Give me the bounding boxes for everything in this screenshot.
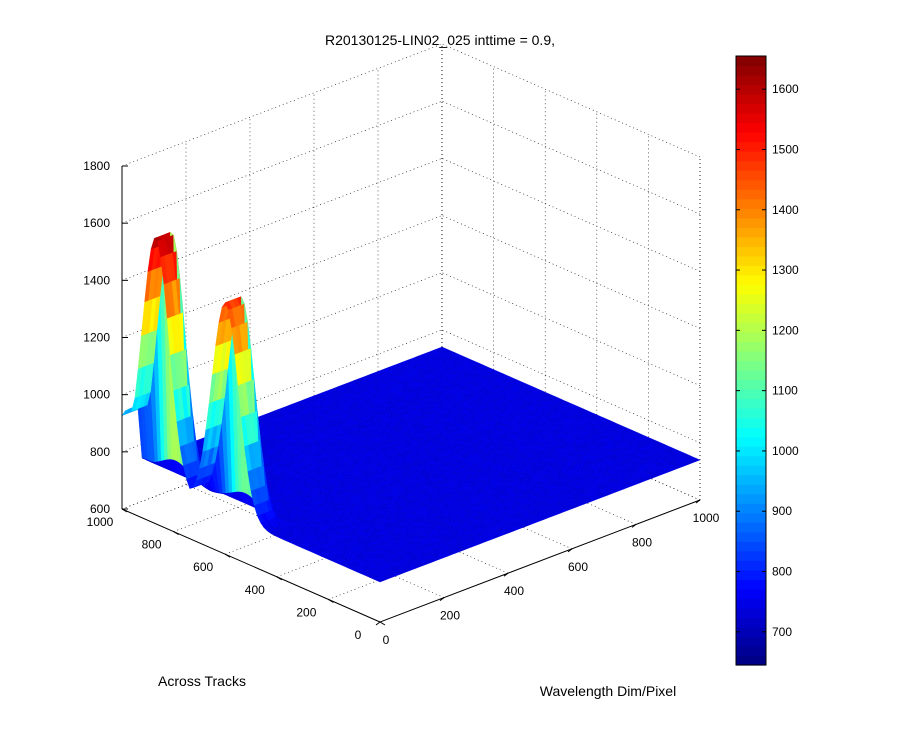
surface-plot <box>121 231 701 583</box>
chart-title: R20130125-LIN02_025 inttime = 0.9, <box>325 32 555 48</box>
